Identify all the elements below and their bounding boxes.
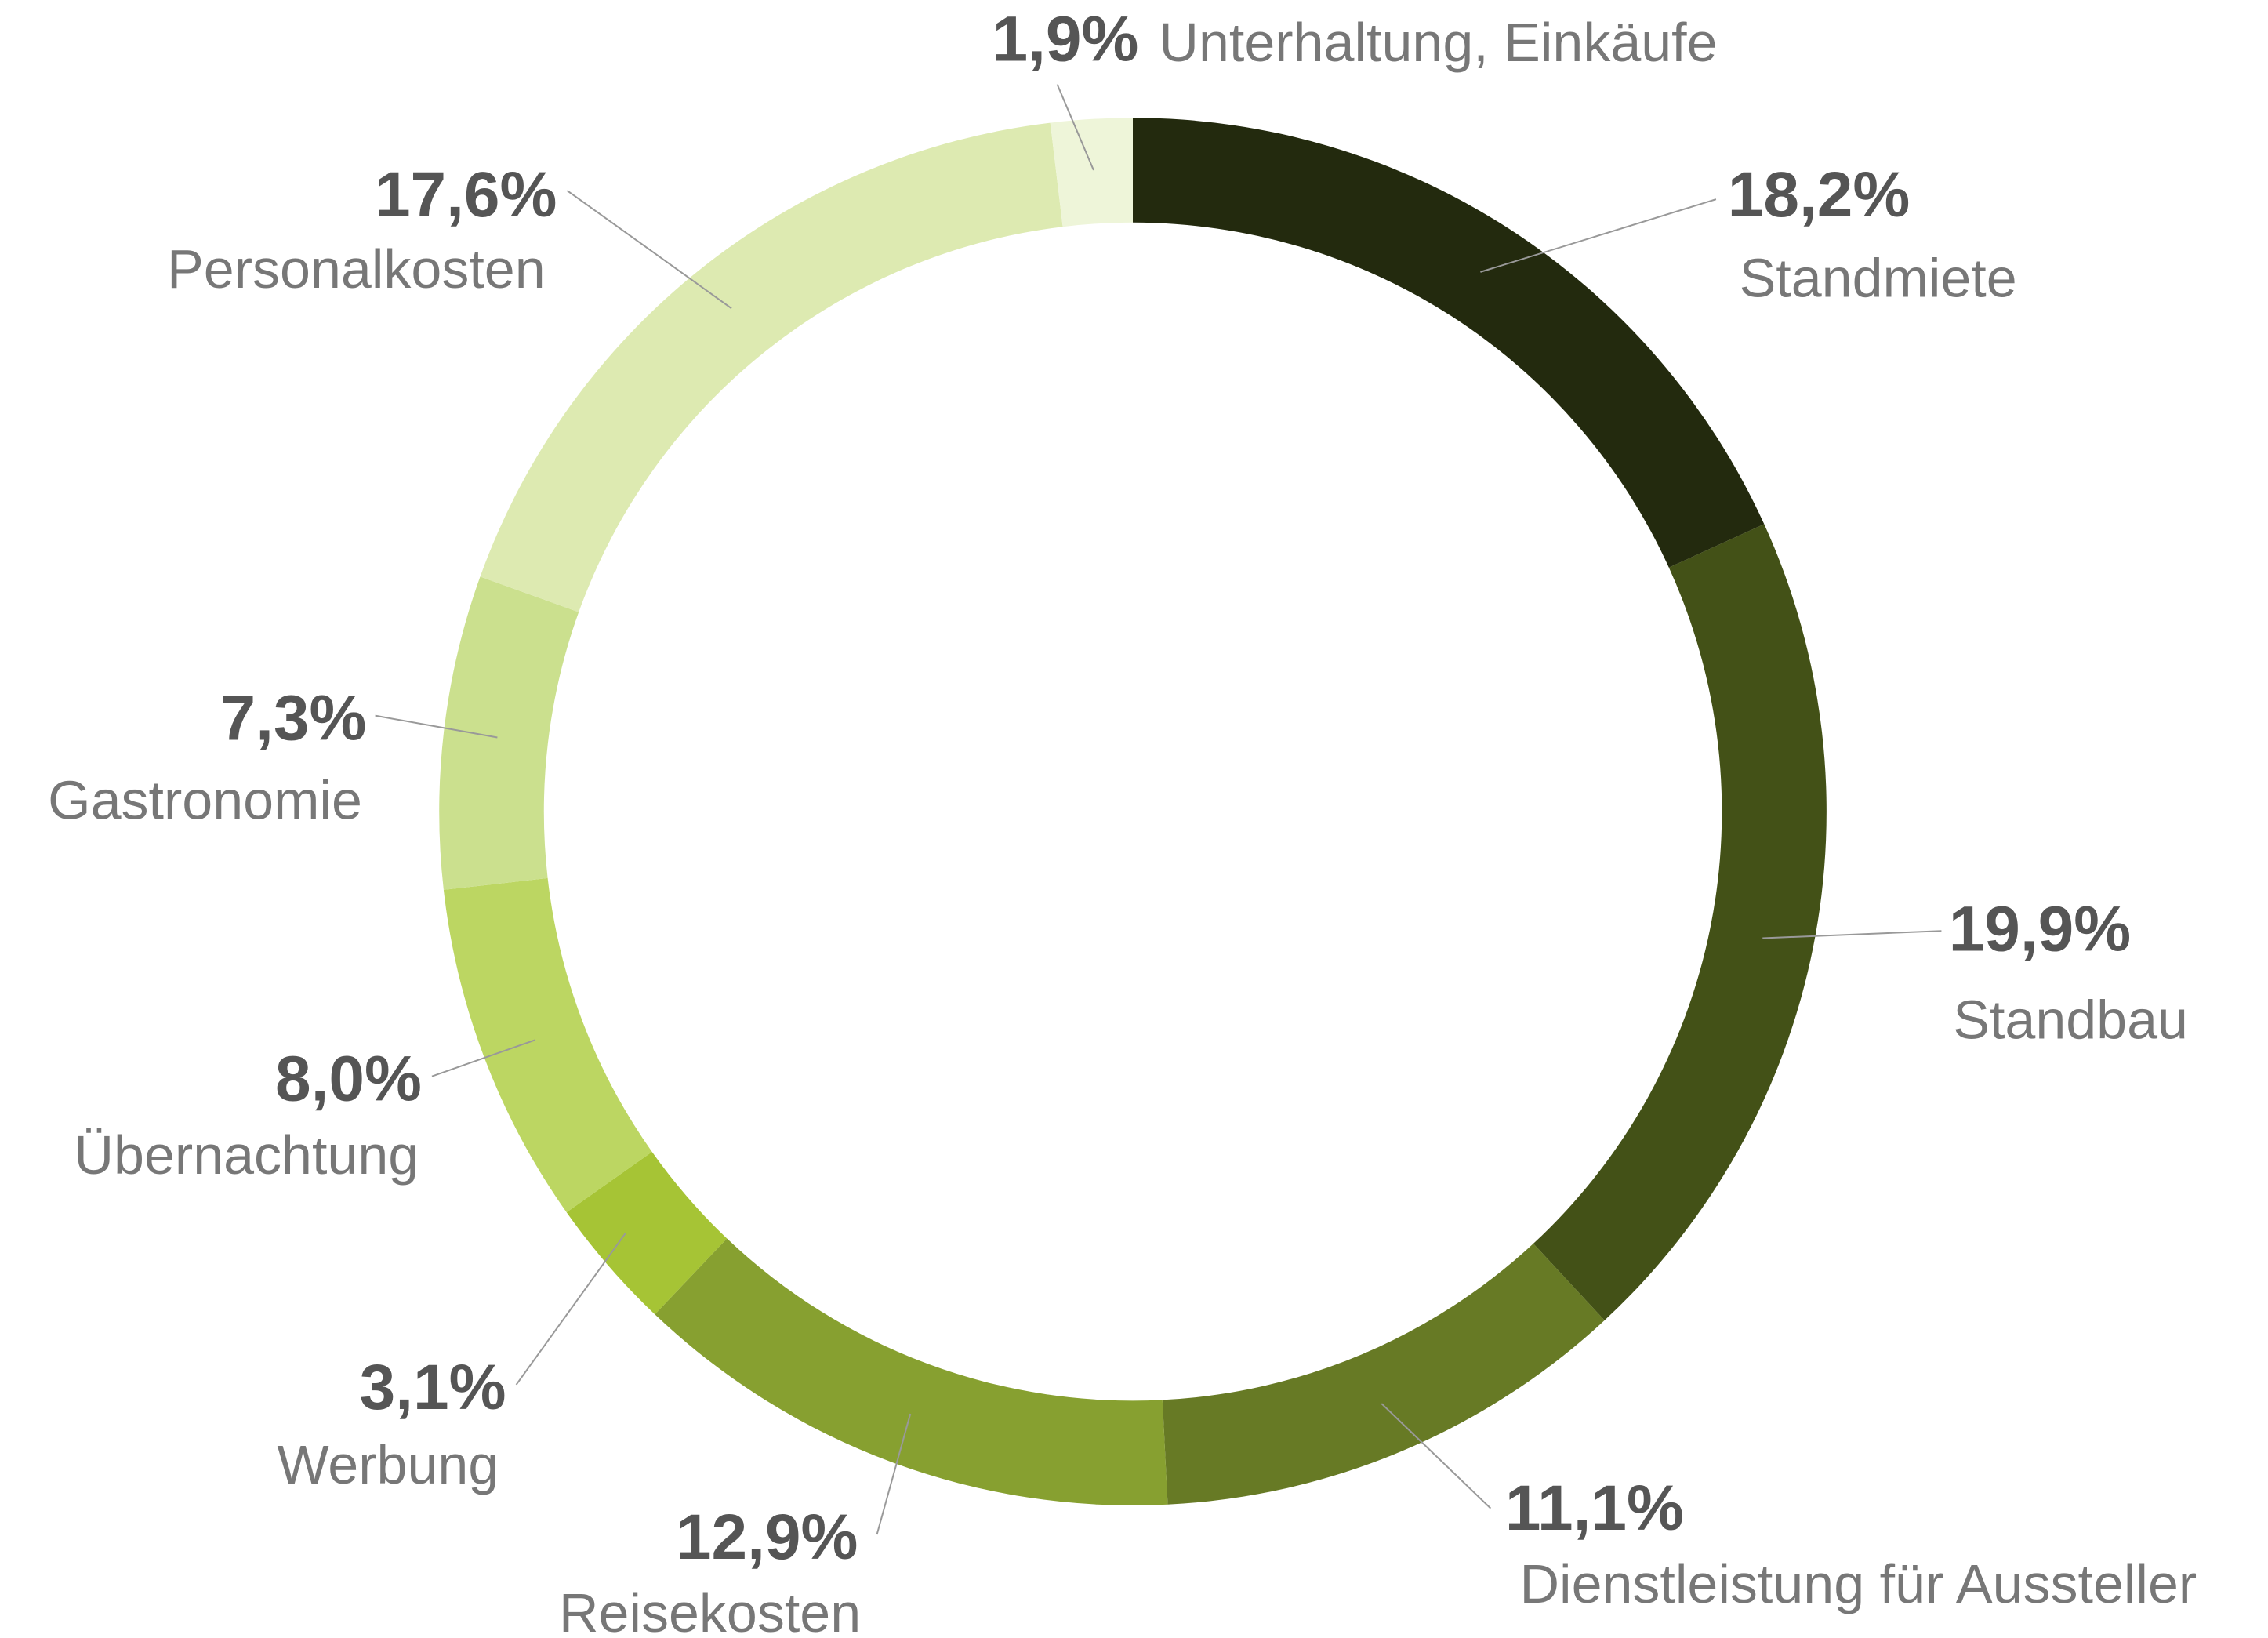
value-label: 8,0% — [275, 1044, 422, 1115]
category-label: Unterhaltung, Einkäufe — [1159, 12, 1717, 73]
leader-line — [375, 714, 498, 739]
donut-segment — [1050, 118, 1133, 227]
leader-line — [1056, 84, 1094, 171]
leader-line — [1381, 1403, 1492, 1509]
category-label: Dienstleistung für Aussteller — [1519, 1553, 2197, 1614]
category-label: Standmiete — [1740, 247, 2017, 308]
donut-segment — [566, 1152, 728, 1315]
leader-line — [431, 1039, 535, 1077]
donut-segment — [655, 1238, 1168, 1505]
value-label: 3,1% — [360, 1352, 506, 1423]
category-label: Übernachtung — [74, 1124, 419, 1186]
category-label: Werbung — [277, 1434, 499, 1495]
category-label: Standbau — [1953, 989, 2188, 1050]
donut-segment — [443, 877, 652, 1213]
value-label: 12,9% — [676, 1502, 858, 1573]
leader-line — [1762, 930, 1942, 939]
leader-line — [566, 190, 732, 310]
value-label: 1,9% — [992, 3, 1139, 74]
leader-line — [1480, 198, 1717, 273]
donut-segment — [1533, 524, 1827, 1320]
donut-segment — [480, 122, 1063, 612]
category-label: Personalkosten — [167, 238, 546, 300]
category-label: Reisekosten — [559, 1582, 861, 1638]
category-label: Gastronomie — [48, 769, 362, 830]
donut-segment — [1162, 1244, 1605, 1505]
value-label: 7,3% — [220, 683, 367, 754]
donut-segment — [1133, 118, 1765, 568]
value-label: 18,2% — [1728, 159, 1911, 231]
value-label: 17,6% — [375, 159, 557, 231]
value-label: 11,1% — [1505, 1473, 1684, 1544]
leader-line — [876, 1413, 912, 1535]
donut-segment — [439, 576, 579, 890]
value-label: 19,9% — [1949, 894, 2132, 965]
leader-line — [515, 1233, 626, 1386]
